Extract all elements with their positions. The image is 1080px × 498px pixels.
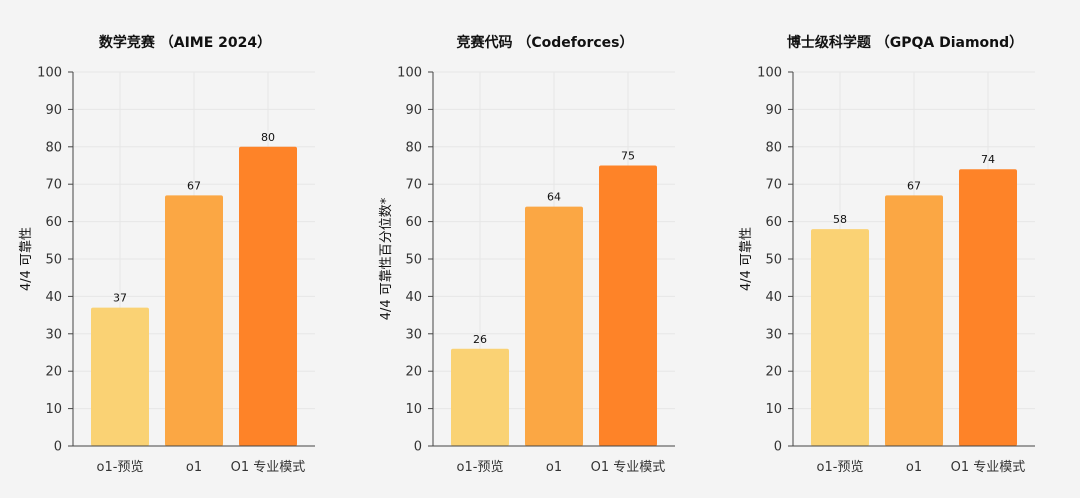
y-tick-label: 100: [37, 66, 62, 81]
bar: [165, 195, 223, 446]
y-tick-label: 60: [45, 215, 62, 230]
y-tick-label: 0: [54, 440, 62, 455]
y-tick-label: 50: [405, 253, 422, 268]
bar-value-label: 74: [981, 153, 995, 166]
x-category-label: o1-预览: [457, 459, 504, 475]
x-category-label: o1: [546, 460, 562, 475]
y-tick-label: 50: [45, 253, 62, 268]
y-tick-label: 20: [405, 365, 422, 380]
y-tick-label: 100: [397, 66, 422, 81]
y-tick-label: 30: [765, 327, 782, 342]
bar: [451, 348, 509, 446]
y-tick-label: 90: [765, 103, 782, 118]
y-tick-label: 60: [405, 215, 422, 230]
y-tick-label: 70: [45, 178, 62, 193]
bar-value-label: 26: [473, 333, 487, 346]
x-category-label: O1 专业模式: [951, 460, 1026, 475]
chart-codeforces: 竞赛代码 （Codeforces） 4/4 可靠性百分位数* 0 10 20 30 40…: [379, 34, 675, 476]
y-tick-label: 80: [765, 140, 782, 155]
y-tick-label: 70: [765, 178, 782, 193]
bar-value-label: 64: [547, 191, 561, 204]
y-tick-label: 40: [45, 290, 62, 305]
bar-value-label: 58: [833, 213, 847, 226]
bar: [885, 195, 943, 446]
y-axis-label: 4/4 可靠性: [19, 227, 34, 291]
y-axis-label: 4/4 可靠性百分位数*: [379, 197, 394, 320]
bar: [239, 146, 297, 447]
chart-gpqa: 博士级科学题 （GPQA Diamond） 4/4 可靠性 0 10 20 30 40 5…: [739, 34, 1035, 476]
y-tick-label: 90: [45, 103, 62, 118]
y-tick-label: 40: [765, 290, 782, 305]
y-tick-label: 40: [405, 290, 422, 305]
y-tick-label: 80: [405, 140, 422, 155]
chart-aime: 数学竞赛 （AIME 2024） 4/4 可靠性 0 10 20 30 40 50 60 70…: [19, 34, 315, 476]
y-tick-label: 30: [405, 327, 422, 342]
chart-title: 数学竞赛 （AIME 2024）: [99, 34, 271, 51]
y-axis-label: 4/4 可靠性: [739, 227, 754, 291]
bar: [599, 165, 657, 446]
x-category-label: o1-预览: [817, 459, 864, 475]
y-tick-label: 0: [414, 440, 422, 455]
y-tick-label: 10: [765, 402, 782, 417]
axes: [788, 71, 1035, 447]
y-tick-label: 50: [765, 253, 782, 268]
chart-title: 竞赛代码 （Codeforces）: [456, 34, 633, 51]
x-category-label: O1 专业模式: [591, 460, 666, 475]
x-category-label: o1-预览: [97, 459, 144, 475]
y-tick-label: 20: [45, 365, 62, 380]
bars: [91, 146, 297, 447]
bar-value-label: 80: [261, 131, 275, 144]
bar: [91, 307, 149, 446]
bar-value-label: 75: [621, 150, 635, 163]
bar: [959, 169, 1017, 447]
chart-title: 博士级科学题 （GPQA Diamond）: [787, 34, 1023, 51]
y-tick-label: 60: [765, 215, 782, 230]
bars: [451, 165, 657, 446]
y-tick-label: 100: [757, 66, 782, 81]
labels: 0 10 20 30 40 50 60 70 80 90 100 26 o1-预览 64 o1 75 O1 专业…: [397, 66, 665, 476]
labels: 0 10 20 30 40 50 60 70 80 90 100 58 o1-预览 67 o1 74 O1 专业…: [757, 66, 1025, 476]
y-tick-label: 10: [45, 402, 62, 417]
y-tick-label: 0: [774, 440, 782, 455]
axes: [68, 71, 315, 447]
y-tick-label: 90: [405, 103, 422, 118]
x-category-label: O1 专业模式: [231, 460, 306, 475]
bar: [525, 206, 583, 446]
bar-value-label: 67: [187, 179, 201, 192]
bar-value-label: 67: [907, 179, 921, 192]
x-category-label: o1: [186, 460, 202, 475]
y-tick-label: 30: [45, 327, 62, 342]
bars: [811, 169, 1017, 447]
y-tick-label: 70: [405, 178, 422, 193]
y-tick-label: 10: [405, 402, 422, 417]
y-tick-label: 80: [45, 140, 62, 155]
y-tick-label: 20: [765, 365, 782, 380]
labels: 0 10 20 30 40 50 60 70 80 90 100 37 o1-预览 67 o1 80 O1 专业…: [37, 66, 305, 476]
axes: [428, 71, 675, 447]
x-category-label: o1: [906, 460, 922, 475]
bar: [811, 229, 869, 446]
bar-value-label: 37: [113, 292, 127, 305]
